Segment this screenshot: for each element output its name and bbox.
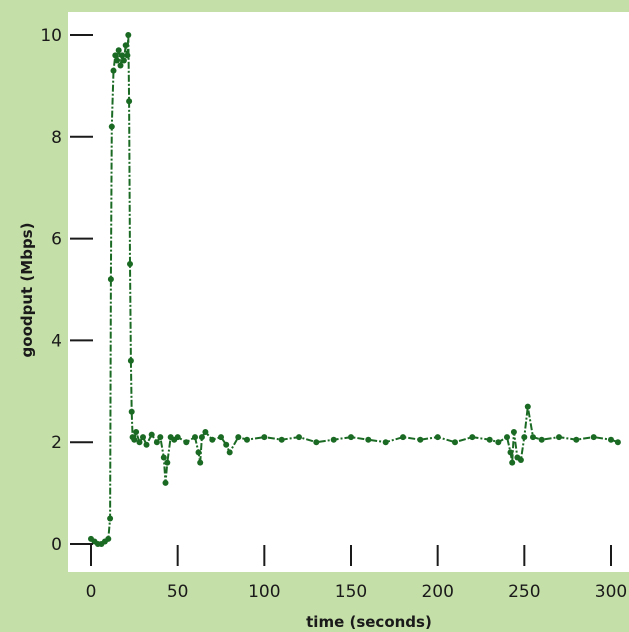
x-axis-ticks: 0 50 100 150 200 250 300 (86, 545, 627, 602)
data-point (538, 436, 545, 443)
data-point (127, 357, 134, 364)
data-point (400, 434, 406, 441)
y-tick-label: 10 (40, 26, 62, 46)
data-point (107, 515, 114, 522)
data-point (119, 52, 126, 59)
data-point (452, 439, 458, 446)
x-tick-label: 0 (86, 582, 97, 602)
data-point (530, 434, 536, 441)
y-tick-label: 4 (51, 331, 62, 351)
data-point (507, 449, 514, 456)
x-tick-label: 200 (421, 582, 453, 602)
data-point (108, 123, 115, 130)
data-point (573, 436, 580, 443)
data-point (105, 535, 112, 542)
data-point (469, 434, 476, 441)
y-tick-label: 6 (51, 230, 62, 250)
x-tick-label: 250 (508, 582, 540, 602)
data-point (495, 439, 502, 446)
data-point (510, 429, 517, 435)
data-point (107, 276, 114, 283)
data-point (120, 57, 127, 64)
data-point (198, 434, 205, 441)
data-point (162, 479, 169, 486)
y-tick-label: 8 (51, 128, 62, 148)
data-point (235, 434, 242, 441)
x-tick-label: 300 (595, 582, 627, 602)
x-tick-label: 100 (248, 582, 280, 602)
data-point (128, 408, 135, 415)
data-point (244, 436, 250, 443)
data-point (223, 441, 230, 448)
data-point (608, 436, 614, 443)
data-point (164, 459, 171, 466)
data-point (313, 439, 320, 446)
data-point (590, 434, 597, 441)
data-point (114, 57, 120, 64)
x-axis-title: time (seconds) (306, 613, 432, 631)
data-point (209, 436, 216, 443)
data-point (110, 67, 117, 74)
data-point (524, 403, 531, 410)
x-tick-label: 150 (335, 582, 367, 602)
data-point (417, 436, 424, 443)
data-point (226, 449, 233, 456)
y-axis-title: goodput (Mbps) (18, 223, 36, 358)
data-point (126, 98, 133, 105)
data-point (382, 439, 389, 446)
data-point (218, 434, 224, 441)
data-point (504, 434, 510, 441)
data-point (148, 431, 155, 438)
data-point (197, 459, 204, 466)
data-point (192, 434, 198, 441)
data-point (127, 261, 133, 267)
data-point (261, 434, 268, 441)
y-axis-ticks: 0 2 4 6 8 10 (40, 26, 93, 555)
data-point (486, 436, 493, 443)
data-point (195, 449, 202, 456)
data-point (202, 429, 209, 435)
data-point (136, 439, 143, 446)
data-point (278, 436, 285, 443)
data-point (348, 434, 354, 441)
data-point (125, 32, 132, 38)
data-point (115, 47, 122, 54)
data-point (122, 42, 129, 49)
series-layer (88, 32, 621, 547)
data-point (131, 436, 138, 443)
data-point (124, 52, 131, 59)
data-point (296, 434, 302, 441)
data-point (133, 429, 140, 435)
data-point (517, 457, 524, 463)
data-point (160, 454, 167, 461)
plot-area (68, 12, 629, 572)
data-point (143, 441, 150, 448)
data-point (365, 436, 372, 443)
data-point (112, 52, 119, 59)
data-point (174, 434, 181, 441)
data-point (521, 434, 528, 441)
data-point (183, 439, 190, 446)
data-point (117, 62, 124, 69)
y-tick-label: 0 (51, 535, 62, 555)
data-point (157, 434, 164, 441)
data-point (330, 436, 337, 443)
data-point (140, 434, 146, 441)
y-tick-label: 2 (51, 433, 62, 453)
data-point (509, 459, 516, 466)
data-point (614, 439, 621, 446)
data-point (153, 439, 160, 446)
data-point (556, 434, 562, 441)
x-tick-label: 50 (167, 582, 189, 602)
data-point (434, 434, 441, 441)
